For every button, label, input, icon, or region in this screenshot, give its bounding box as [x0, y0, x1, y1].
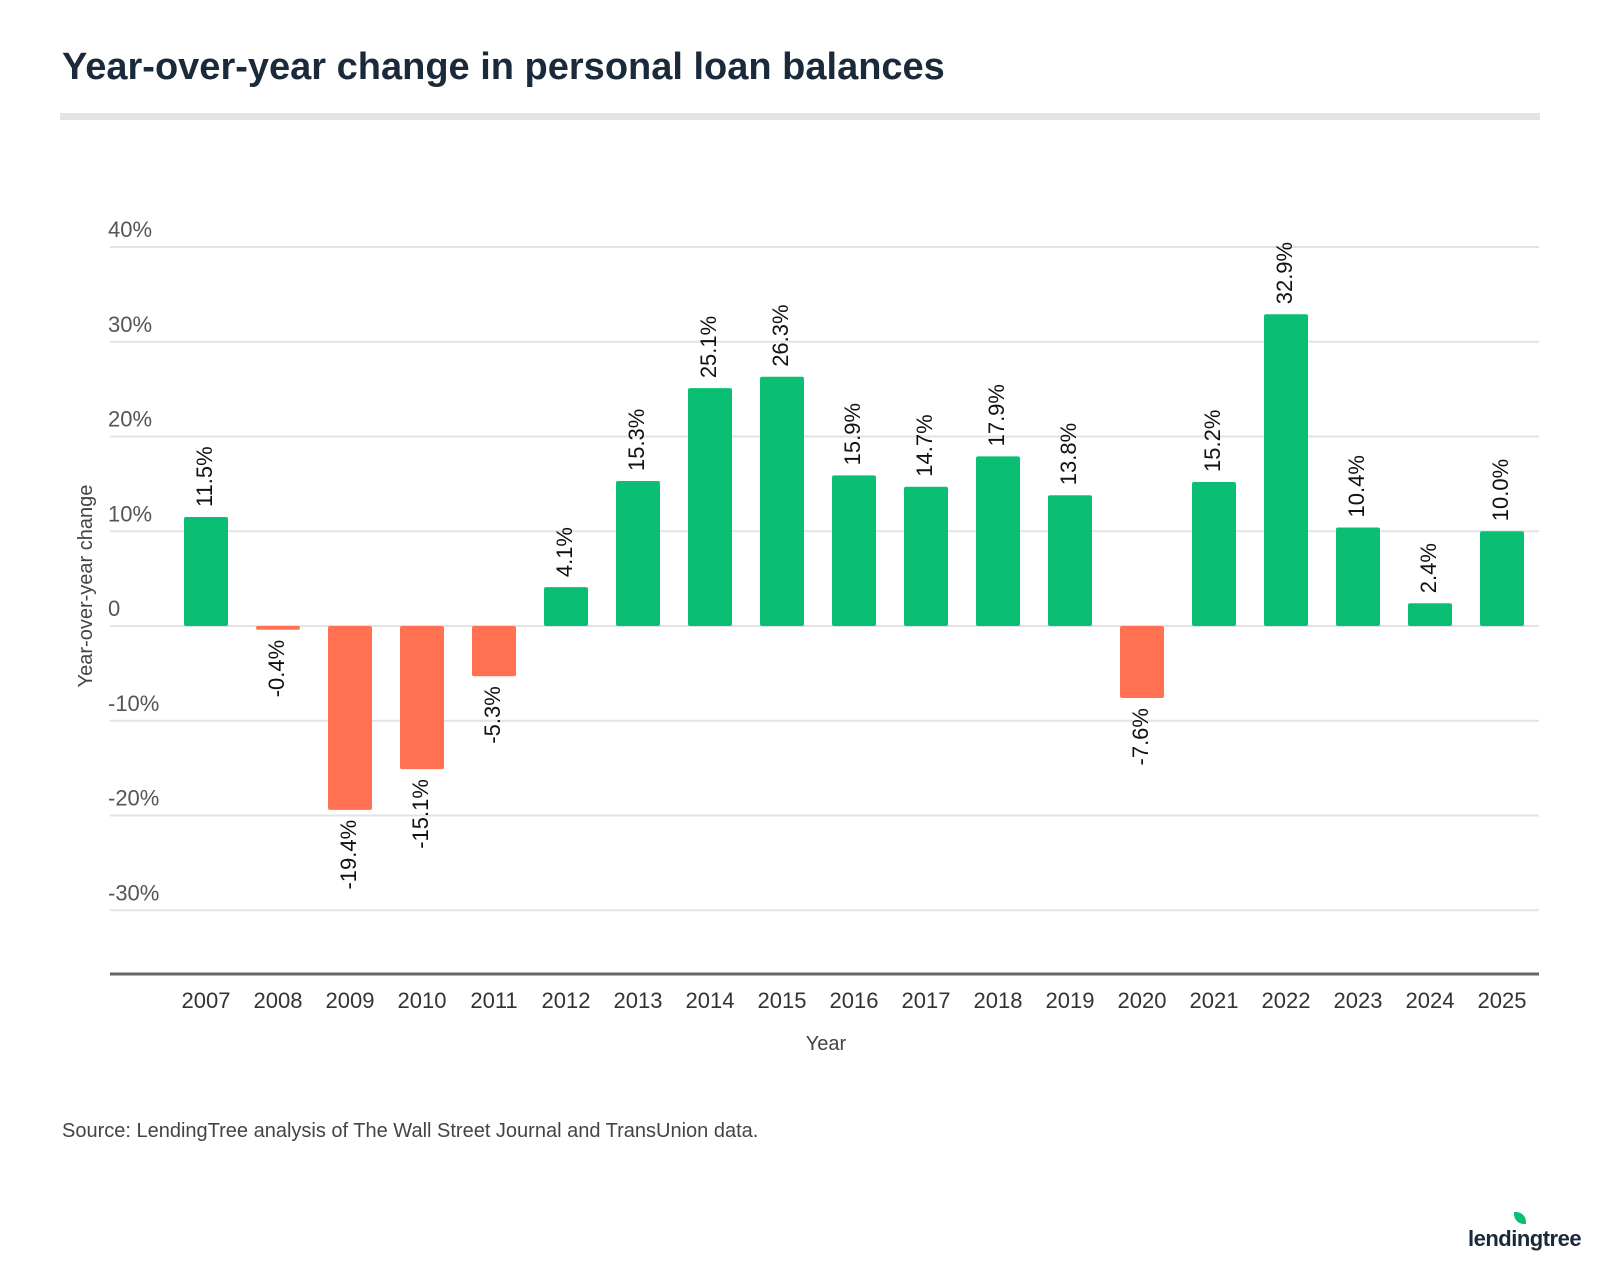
bar-2024 [1408, 603, 1452, 626]
y-tick-label: 40% [108, 217, 152, 242]
x-tick-label: 2012 [542, 988, 591, 1013]
data-label: 17.9% [984, 384, 1009, 446]
bar-2011 [472, 626, 516, 677]
source-note: Source: LendingTree analysis of The Wall… [62, 1120, 759, 1142]
bar-2008 [256, 626, 300, 630]
data-label: 10.0% [1488, 459, 1513, 521]
bar-2007 [184, 517, 228, 626]
y-tick-label: 10% [108, 501, 152, 526]
bar-2025 [1480, 531, 1524, 626]
bar-2015 [760, 376, 804, 626]
data-label: 11.5% [192, 446, 217, 507]
data-label: 25.1% [696, 316, 721, 378]
x-tick-label: 2018 [974, 988, 1023, 1013]
bar-2023 [1336, 527, 1380, 626]
x-axis-title: Year [806, 1033, 847, 1055]
y-axis-title: Year-over-year change [75, 485, 97, 688]
bar-2010 [400, 626, 444, 770]
bar-2013 [616, 481, 660, 626]
bar-2022 [1264, 314, 1308, 626]
bar-2017 [904, 486, 948, 626]
x-tick-label: 2011 [470, 988, 517, 1013]
x-tick-label: 2022 [1262, 988, 1311, 1013]
data-label: 15.3% [624, 409, 649, 471]
bar-chart: 40% 30% 20% 10% 0 -10% -20% -30% Year-over-year … [75, 217, 1539, 1055]
bar-2021 [1192, 481, 1236, 626]
x-tick-label: 2017 [902, 988, 951, 1013]
data-label: 13.8% [1056, 423, 1081, 485]
data-label: -5.3% [480, 686, 505, 743]
y-tick-label: 20% [108, 407, 152, 432]
title-divider [60, 113, 1540, 120]
bar-2009 [328, 626, 372, 810]
leaf-icon [1514, 1212, 1526, 1224]
x-tick-label: 2020 [1118, 988, 1167, 1013]
y-tick-label: -10% [108, 691, 159, 716]
data-label: -0.4% [264, 640, 289, 697]
x-tick-label: 2023 [1334, 988, 1383, 1013]
x-tick-label: 2021 [1190, 988, 1239, 1013]
data-label: 15.2% [1200, 410, 1225, 472]
x-tick-label: 2007 [182, 988, 231, 1013]
data-label: 15.9% [840, 403, 865, 465]
x-tick-label: 2010 [398, 988, 447, 1013]
lendingtree-logo: lendingtree [1468, 1212, 1582, 1252]
y-tick-label: -30% [108, 880, 159, 905]
x-tick-label: 2025 [1478, 988, 1527, 1013]
data-label: 32.9% [1272, 242, 1297, 304]
y-tick-label: 0 [108, 596, 120, 621]
data-label: -7.6% [1128, 708, 1153, 765]
data-label: -15.1% [408, 779, 433, 849]
x-tick-label: 2008 [254, 988, 303, 1013]
y-tick-label: -20% [108, 786, 159, 811]
data-label: 26.3% [768, 304, 793, 366]
data-label: -19.4% [336, 820, 361, 890]
chart-title: Year-over-year change in personal loan b… [62, 46, 945, 88]
data-label: 10.4% [1344, 455, 1369, 517]
x-tick-label: 2019 [1046, 988, 1095, 1013]
bar-2020 [1120, 626, 1164, 699]
bar-2012 [544, 587, 588, 626]
x-tick-label: 2016 [830, 988, 879, 1013]
bar-2019 [1048, 495, 1092, 626]
bar-2014 [688, 388, 732, 626]
bar-2018 [976, 456, 1020, 626]
x-tick-label: 2013 [614, 988, 663, 1013]
data-label: 14.7% [912, 414, 937, 476]
data-label: 2.4% [1416, 543, 1441, 593]
x-tick-label: 2014 [686, 988, 735, 1013]
y-tick-label: 30% [108, 312, 152, 337]
logo-text: lendingtree [1468, 1226, 1582, 1251]
x-tick-label: 2009 [326, 988, 375, 1013]
x-tick-label: 2015 [758, 988, 807, 1013]
data-label: 4.1% [552, 527, 577, 577]
bar-2016 [832, 475, 876, 626]
x-tick-label: 2024 [1406, 988, 1455, 1013]
